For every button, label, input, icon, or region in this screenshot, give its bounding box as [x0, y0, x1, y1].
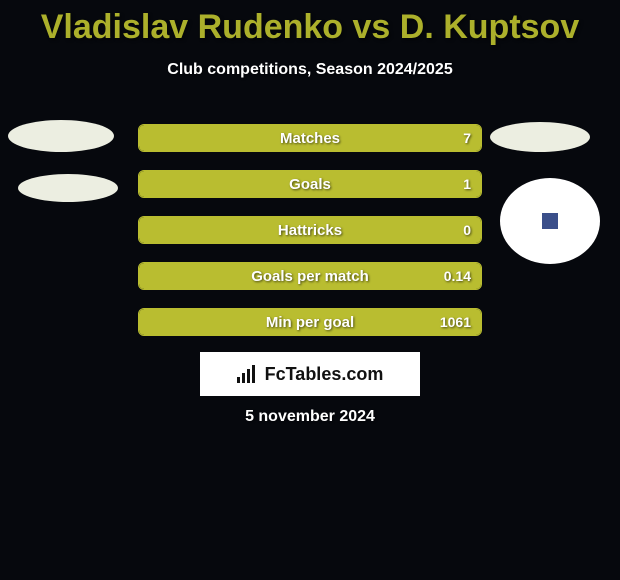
- stat-bar: Hattricks0: [138, 216, 482, 244]
- stat-bar-fill: [139, 217, 481, 243]
- subtitle: Club competitions, Season 2024/2025: [0, 61, 620, 79]
- avatar-right-2-badge: [542, 213, 558, 229]
- stat-bar: Goals1: [138, 170, 482, 198]
- avatar-left-1: [8, 120, 114, 152]
- page-title: Vladislav Rudenko vs D. Kuptsov: [0, 0, 620, 47]
- stat-bar-fill: [139, 309, 481, 335]
- date-label: 5 november 2024: [0, 408, 620, 426]
- stats-bars: Matches7 Goals1 Hattricks0 Goals per match0…: [138, 124, 482, 354]
- brand-text: FcTables.com: [265, 364, 384, 385]
- stat-bar-fill: [139, 125, 481, 151]
- avatar-right-2: [500, 178, 600, 264]
- stat-bar: Matches7: [138, 124, 482, 152]
- stat-bar-fill: [139, 171, 481, 197]
- stat-bar-fill: [139, 263, 481, 289]
- brand-bars-icon: [237, 365, 259, 383]
- stat-bar: Min per goal1061: [138, 308, 482, 336]
- brand-box: FcTables.com: [200, 352, 420, 396]
- stat-bar: Goals per match0.14: [138, 262, 482, 290]
- avatar-left-2: [18, 174, 118, 202]
- avatar-right-1: [490, 122, 590, 152]
